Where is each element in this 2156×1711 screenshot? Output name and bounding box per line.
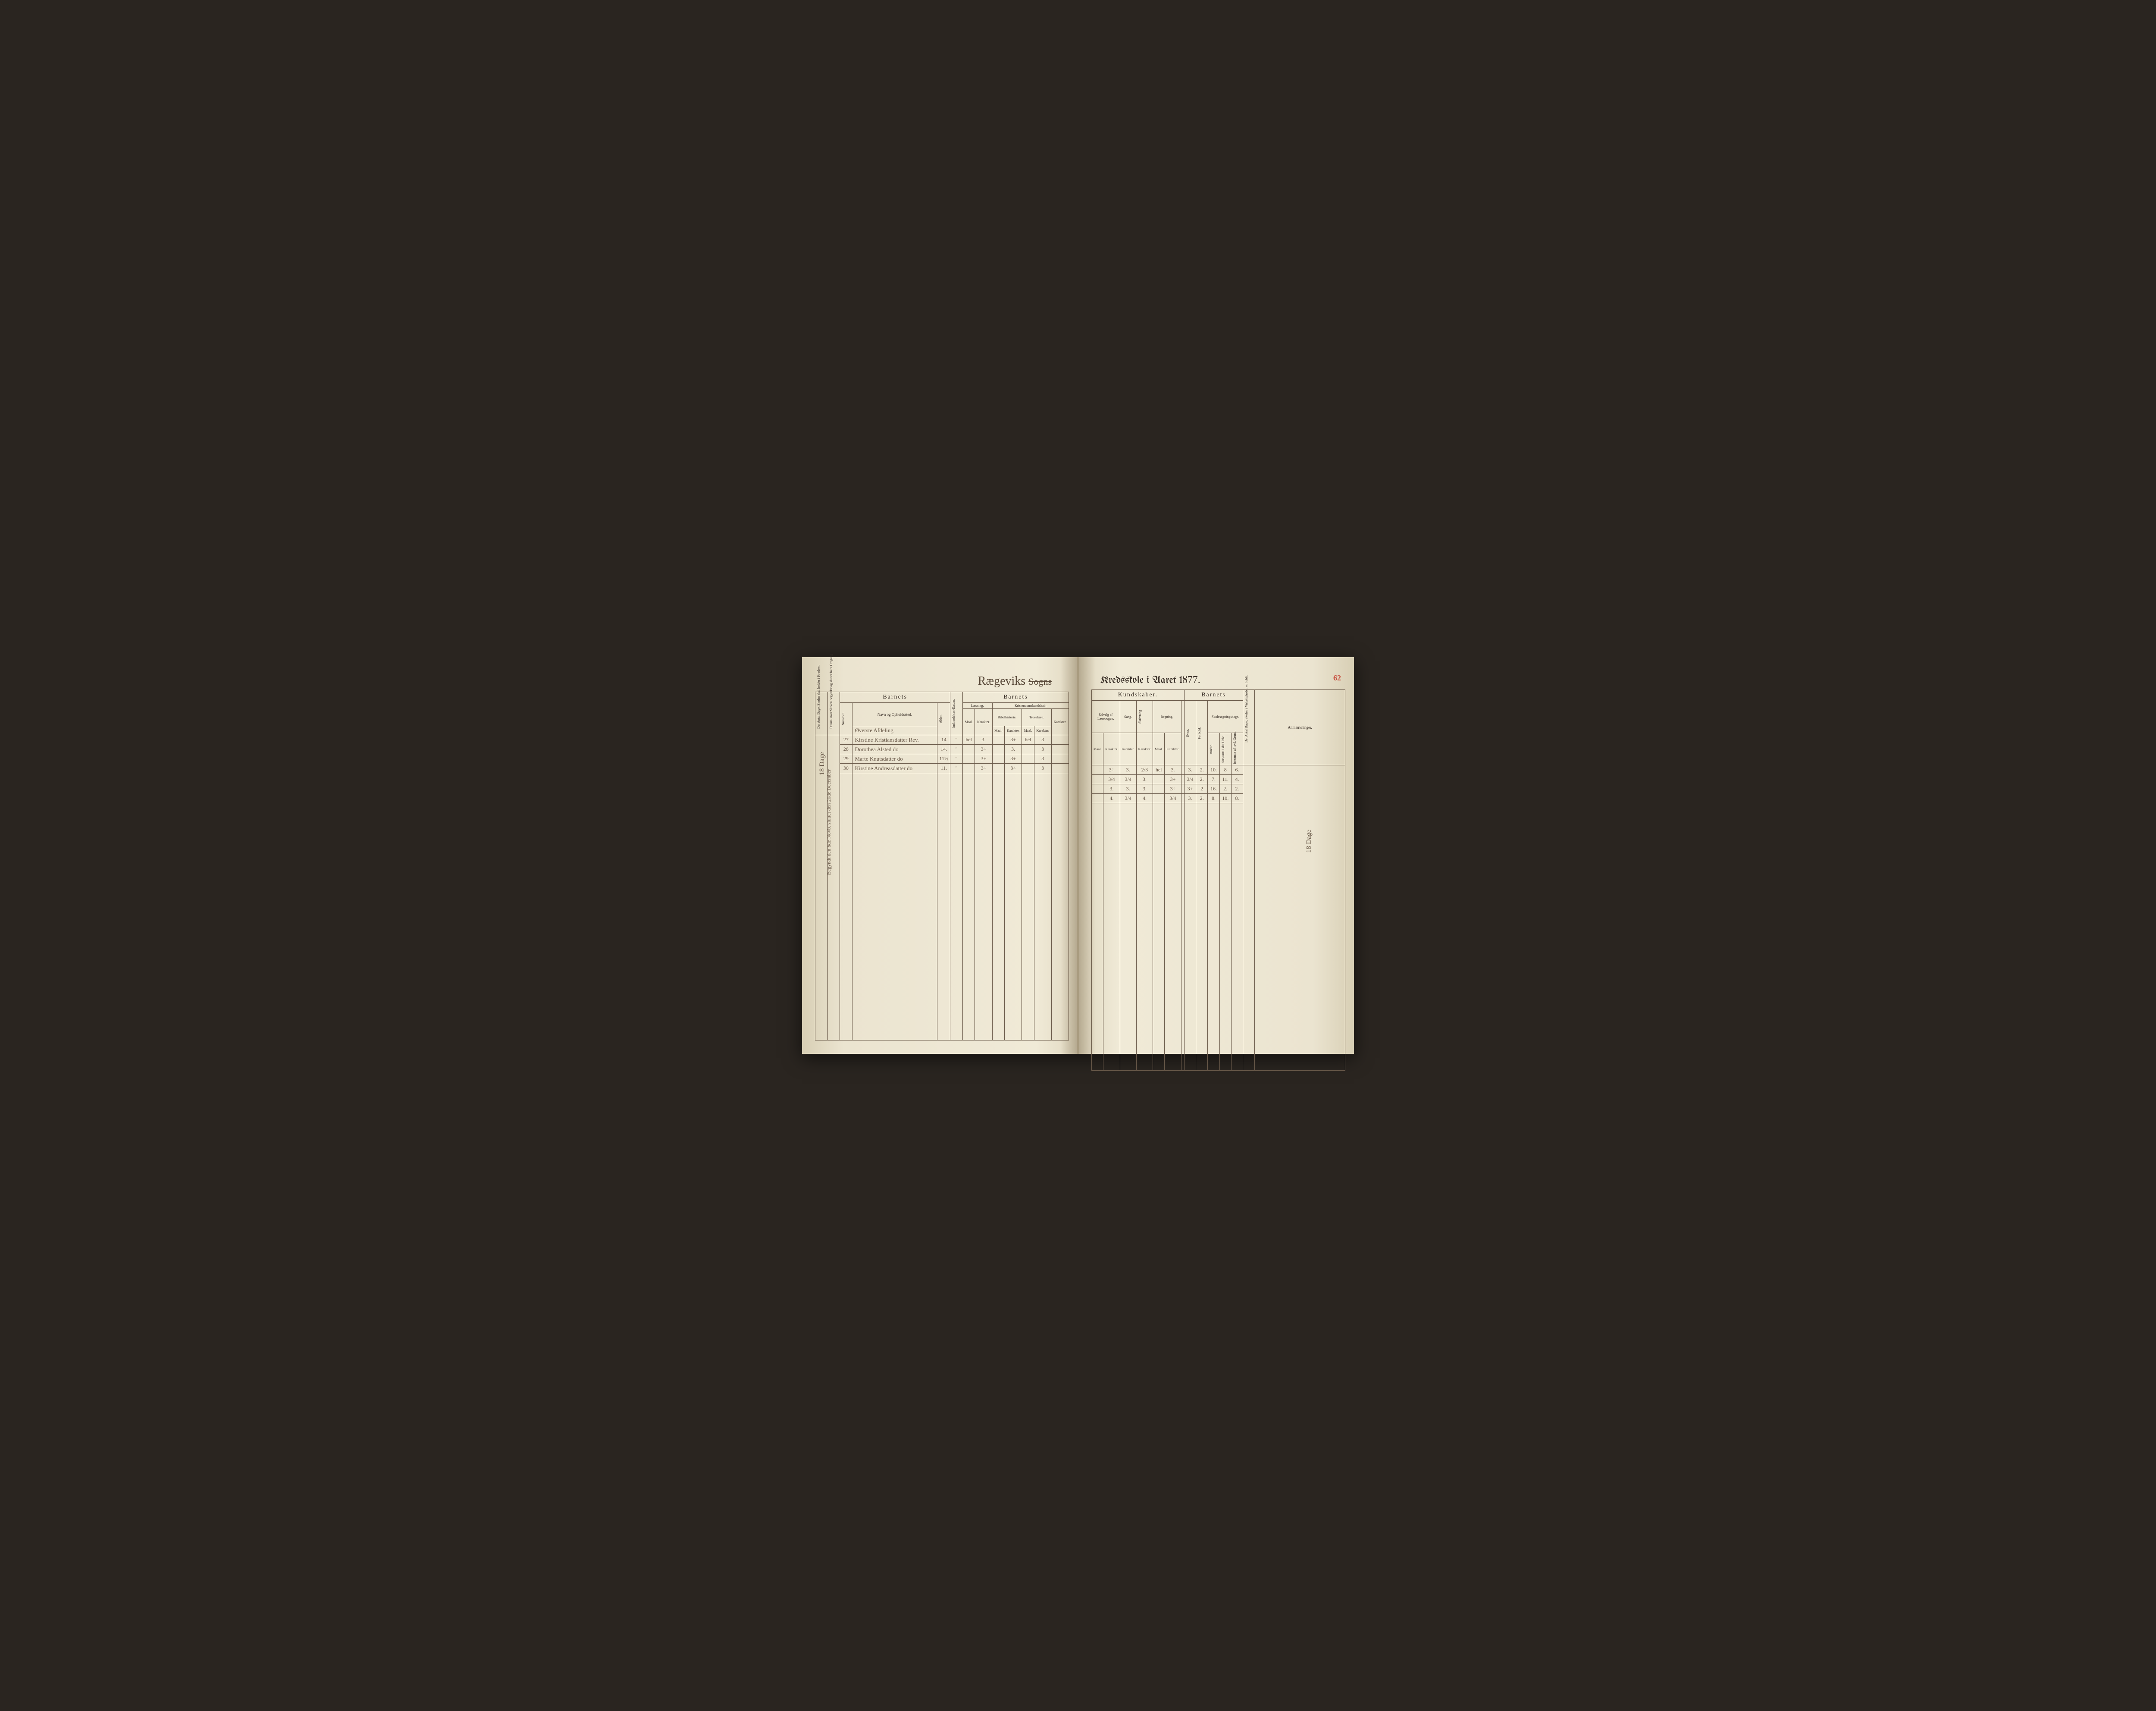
table-body-right: 3÷ 3. 2/3 hel 3. 3. 2. 10. 8 6. 3/4 3/4 [1092,765,1345,1071]
left-page: Rægeviks Sogns 18 Dage Begyndt den 8de N… [802,657,1078,1054]
ledger-table-right: Kundskaber. Barnets Det Antal Dage, Skol… [1091,689,1345,1071]
page-number: 62 [1333,674,1341,683]
table-row: 30 Kirstine Andreasdatter do 11. " 3÷ 3÷… [815,764,1069,773]
table-row: 27 Kirstine Kristiansdatter Rev. 14 " he… [815,735,1069,745]
ledger-table-left: Det Antal Dage, Skolen skal holdes i Kre… [815,692,1069,1040]
table-row: 29 Marte Knutsdatter do 11½ " 3+ 3+ 3 [815,754,1069,764]
table-body-left: 27 Kirstine Kristiansdatter Rev. 14 " he… [815,735,1069,1040]
margin-note-days: 18 Dage [818,752,826,775]
margin-note-right: 18 Dage [1305,830,1313,853]
table-row: 28 Dorothea Alsted do 14. " 3÷ 3. 3 [815,745,1069,754]
ledger-book: Rægeviks Sogns 18 Dage Begyndt den 8de N… [802,657,1354,1054]
margin-note-dates: Begyndt den 8de Novb. sluttet den 20de D… [826,769,832,875]
right-page: 62 Kredsskole i Aaret 1877. 18 Dage Kund… [1078,657,1354,1054]
table-row: 3÷ 3. 2/3 hel 3. 3. 2. 10. 8 6. [1092,765,1345,775]
title-left: Rægeviks Sogns [815,674,1069,688]
title-right: Kredsskole i Aaret 1877. [1091,674,1345,686]
